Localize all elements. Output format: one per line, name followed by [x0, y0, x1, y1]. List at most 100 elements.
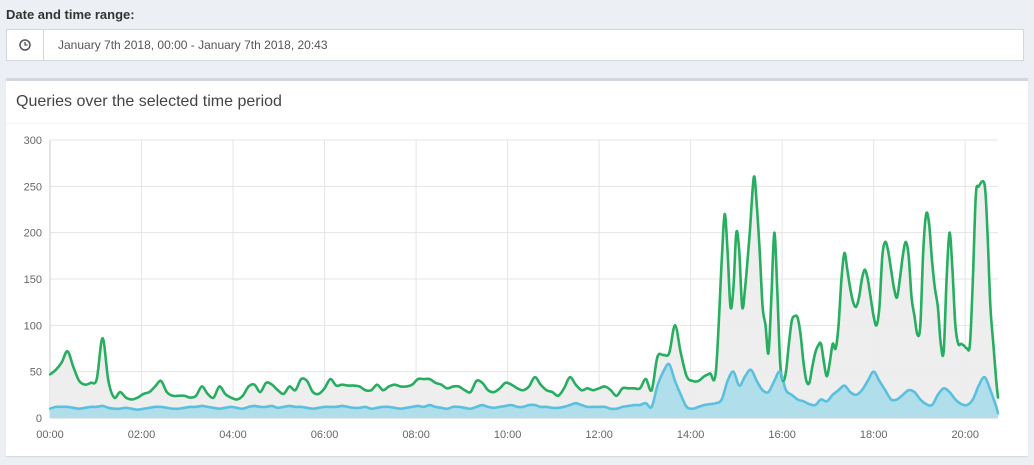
total-queries-point[interactable] [574, 383, 577, 386]
blocked-queries-point[interactable] [708, 402, 712, 406]
total-queries-point[interactable] [971, 277, 975, 281]
blocked-queries-point[interactable] [107, 406, 110, 410]
total-queries-point[interactable] [375, 383, 379, 386]
total-queries-point[interactable] [551, 390, 554, 394]
total-queries-point[interactable] [521, 389, 525, 392]
total-queries-point[interactable] [194, 394, 198, 397]
total-queries-point[interactable] [486, 389, 490, 392]
total-queries-point[interactable] [218, 385, 221, 388]
blocked-queries-point[interactable] [516, 405, 519, 409]
blocked-queries-point[interactable] [802, 400, 805, 403]
blocked-queries-point[interactable] [843, 384, 846, 387]
blocked-queries-point[interactable] [965, 403, 969, 407]
blocked-queries-point[interactable] [983, 376, 986, 379]
blocked-queries-point[interactable] [153, 405, 157, 409]
total-queries-point[interactable] [752, 175, 756, 179]
blocked-queries-point[interactable] [352, 406, 355, 410]
total-queries-point[interactable] [387, 385, 390, 388]
total-queries-point[interactable] [264, 381, 268, 384]
total-queries-point[interactable] [770, 296, 773, 299]
blocked-queries-point[interactable] [469, 407, 472, 410]
total-queries-point[interactable] [948, 231, 951, 234]
blocked-queries-point[interactable] [919, 398, 922, 401]
total-queries-point[interactable] [188, 396, 192, 399]
total-queries-point[interactable] [136, 396, 139, 399]
blocked-queries-point[interactable] [72, 406, 75, 410]
total-queries-point[interactable] [878, 305, 881, 308]
blocked-queries-point[interactable] [942, 387, 945, 390]
blocked-queries-point[interactable] [954, 398, 957, 401]
total-queries-point[interactable] [469, 390, 472, 394]
total-queries-point[interactable] [475, 379, 478, 383]
blocked-queries-point[interactable] [743, 375, 747, 378]
blocked-queries-point[interactable] [89, 405, 93, 409]
total-queries-point[interactable] [107, 379, 110, 383]
blocked-queries-point[interactable] [586, 405, 589, 409]
total-queries-point[interactable] [650, 389, 653, 392]
total-queries-point[interactable] [892, 287, 896, 290]
blocked-queries-point[interactable] [83, 406, 87, 410]
total-queries-point[interactable] [828, 361, 831, 364]
total-queries-point[interactable] [872, 314, 875, 318]
total-queries-point[interactable] [907, 254, 910, 258]
blocked-queries-point[interactable] [416, 404, 420, 408]
total-queries-point[interactable] [933, 287, 937, 290]
total-queries-point[interactable] [889, 268, 893, 271]
total-queries-point[interactable] [498, 387, 501, 390]
blocked-queries-point[interactable] [521, 405, 525, 409]
total-queries-point[interactable] [869, 296, 872, 299]
blocked-queries-point[interactable] [971, 398, 975, 401]
total-queries-point[interactable] [816, 344, 820, 347]
total-queries-point[interactable] [451, 385, 455, 388]
total-queries-point[interactable] [259, 390, 262, 394]
blocked-queries-point[interactable] [130, 407, 133, 410]
blocked-queries-point[interactable] [609, 407, 612, 410]
total-queries-point[interactable] [860, 277, 864, 281]
blocked-queries-point[interactable] [410, 405, 414, 409]
total-queries-point[interactable] [962, 344, 966, 347]
blocked-queries-point[interactable] [358, 406, 361, 410]
blocked-queries-point[interactable] [720, 398, 723, 401]
blocked-queries-point[interactable] [533, 403, 537, 407]
total-queries-point[interactable] [922, 250, 925, 253]
total-queries-point[interactable] [627, 387, 630, 390]
blocked-queries-point[interactable] [206, 405, 209, 409]
blocked-queries-point[interactable] [95, 405, 98, 409]
total-queries-point[interactable] [568, 376, 572, 379]
blocked-queries-point[interactable] [936, 393, 940, 397]
total-queries-point[interactable] [996, 396, 1000, 399]
total-queries-point[interactable] [919, 324, 922, 327]
blocked-queries-point[interactable] [188, 405, 192, 409]
total-queries-point[interactable] [778, 361, 782, 364]
total-queries-point[interactable] [405, 385, 408, 388]
blocked-queries-point[interactable] [697, 405, 700, 409]
total-queries-point[interactable] [977, 185, 980, 188]
total-queries-point[interactable] [667, 351, 671, 355]
blocked-queries-point[interactable] [592, 405, 595, 409]
blocked-queries-point[interactable] [773, 379, 776, 383]
date-range-picker[interactable]: January 7th 2018, 00:00 - January 7th 20… [6, 29, 1024, 61]
total-queries-point[interactable] [527, 385, 531, 388]
blocked-queries-point[interactable] [784, 389, 788, 392]
total-queries-point[interactable] [171, 394, 174, 397]
blocked-queries-point[interactable] [183, 406, 186, 410]
total-queries-point[interactable] [504, 381, 507, 384]
total-queries-point[interactable] [463, 389, 466, 392]
total-queries-point[interactable] [148, 390, 151, 394]
total-queries-point[interactable] [945, 277, 948, 281]
blocked-queries-point[interactable] [632, 403, 636, 407]
blocked-queries-point[interactable] [849, 390, 852, 394]
total-queries-point[interactable] [957, 342, 960, 346]
blocked-queries-point[interactable] [445, 407, 449, 410]
total-queries-point[interactable] [492, 390, 496, 394]
total-queries-point[interactable] [253, 383, 256, 386]
blocked-queries-point[interactable] [995, 405, 998, 409]
total-queries-point[interactable] [48, 373, 52, 376]
total-queries-point[interactable] [904, 240, 907, 244]
blocked-queries-point[interactable] [621, 405, 624, 409]
total-queries-point[interactable] [323, 387, 326, 390]
total-queries-point[interactable] [83, 383, 87, 386]
blocked-queries-point[interactable] [405, 406, 408, 410]
blocked-queries-point[interactable] [288, 404, 291, 408]
blocked-queries-point[interactable] [819, 398, 823, 401]
